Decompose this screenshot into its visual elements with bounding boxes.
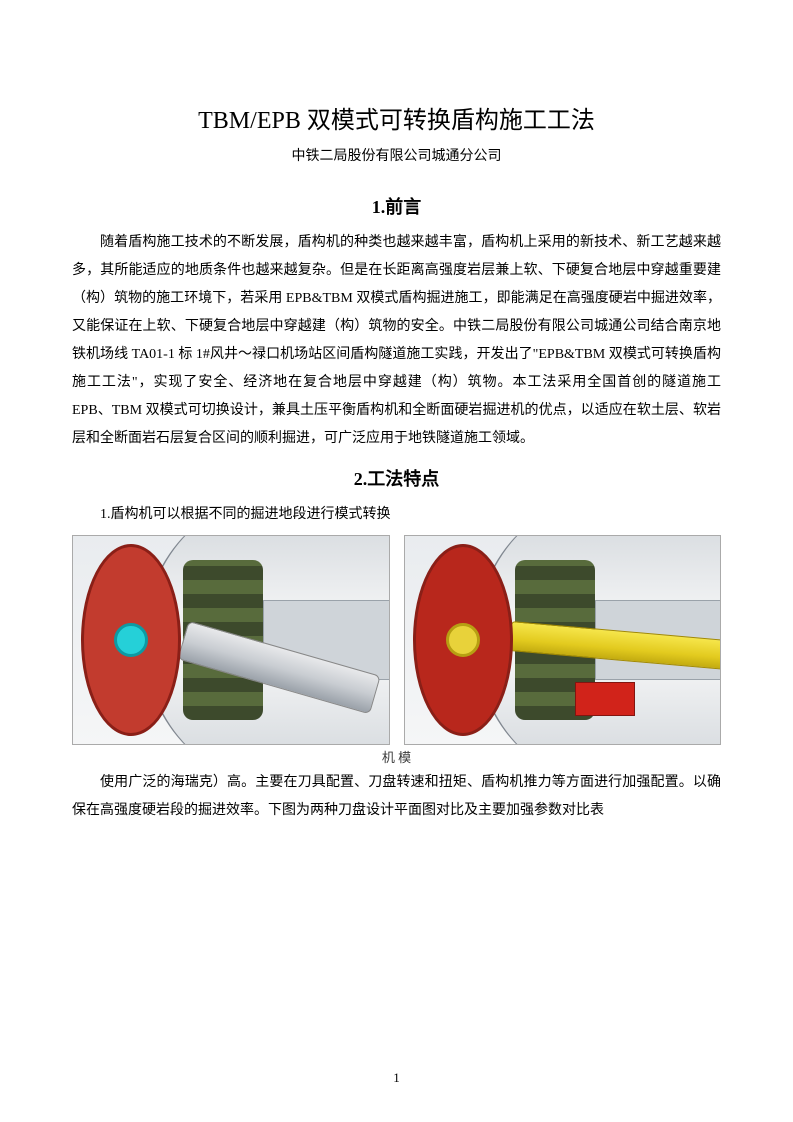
section1-paragraph: 随着盾构施工技术的不断发展，盾构机的种类也越来越丰富，盾构机上采用的新技术、新工… [72, 229, 721, 453]
figure-right-epb-mode [404, 535, 722, 745]
red-assembly [575, 682, 635, 716]
section1-heading: 1.前言 [72, 193, 721, 219]
figure-caption-fragment: 机 模 [72, 747, 721, 763]
page-subtitle: 中铁二局股份有限公司城通分公司 [72, 145, 721, 165]
page-title: TBM/EPB 双模式可转换盾构施工工法 [72, 100, 721, 135]
figure-left-tbm-mode [72, 535, 390, 745]
figure-row [72, 535, 721, 745]
section2-paragraph-after-figures: 使用广泛的海瑞克）高。主要在刀具配置、刀盘转速和扭矩、盾构机推力等方面进行加强配… [72, 769, 721, 825]
page-number: 1 [0, 1070, 793, 1086]
cutter-hub [446, 623, 480, 657]
cutter-hub [114, 623, 148, 657]
section2-point1: 1.盾构机可以根据不同的掘进地段进行模式转换 [72, 501, 721, 529]
section2-heading: 2.工法特点 [72, 465, 721, 491]
